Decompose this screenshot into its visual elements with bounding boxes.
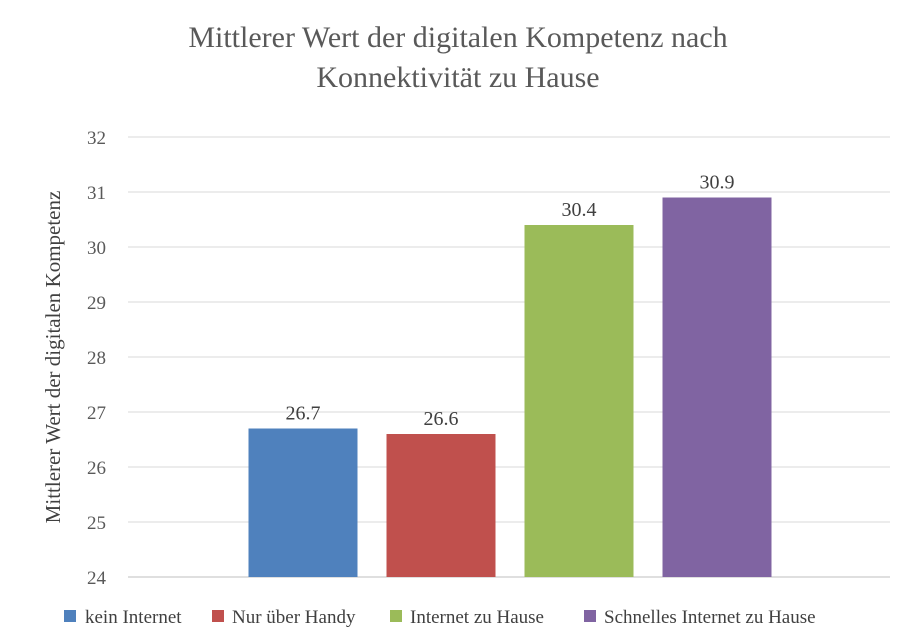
y-tick-label: 26: [87, 458, 106, 479]
legend-label: kein Internet: [85, 607, 182, 628]
data-label: 30.9: [700, 172, 735, 194]
legend-swatch: [584, 610, 596, 622]
y-tick-label: 25: [87, 513, 106, 534]
y-tick-label: 28: [87, 348, 106, 369]
y-tick-label: 31: [87, 183, 106, 204]
data-label: 26.6: [424, 408, 459, 430]
legend: kein Internet Nur über Handy Internet zu H…: [64, 607, 816, 628]
chart-title-line-2: Konnektivität zu Hause: [316, 61, 599, 94]
y-tick-label: 32: [87, 128, 106, 149]
bar: [248, 428, 358, 577]
bar: [524, 225, 634, 577]
y-tick-label: 24: [87, 568, 107, 589]
chart-title-line-1: Mittlerer Wert der digitalen Kompetenz n…: [188, 21, 727, 54]
bar: [662, 197, 772, 577]
data-label: 26.7: [286, 403, 321, 425]
bar: [386, 434, 496, 577]
legend-label: Schnelles Internet zu Hause: [604, 607, 816, 628]
legend-swatch: [212, 610, 224, 622]
legend-swatch: [64, 610, 76, 622]
data-label: 30.4: [562, 199, 597, 221]
gridlines: [128, 136, 890, 578]
y-axis-ticks: 24 25 26 27 28 29 30 31 32: [87, 128, 107, 589]
y-tick-label: 27: [87, 403, 106, 424]
legend-label: Internet zu Hause: [410, 607, 544, 628]
y-axis-label: Mittlerer Wert der digitalen Kompetenz: [41, 191, 65, 524]
data-labels: 26.7 26.6 30.4 30.9: [286, 172, 735, 431]
legend-label: Nur über Handy: [232, 607, 356, 628]
bars: [248, 197, 772, 577]
y-tick-label: 29: [87, 293, 106, 314]
legend-swatch: [390, 610, 402, 622]
chart-title: Mittlerer Wert der digitalen Kompetenz n…: [188, 21, 727, 94]
y-tick-label: 30: [87, 238, 106, 259]
